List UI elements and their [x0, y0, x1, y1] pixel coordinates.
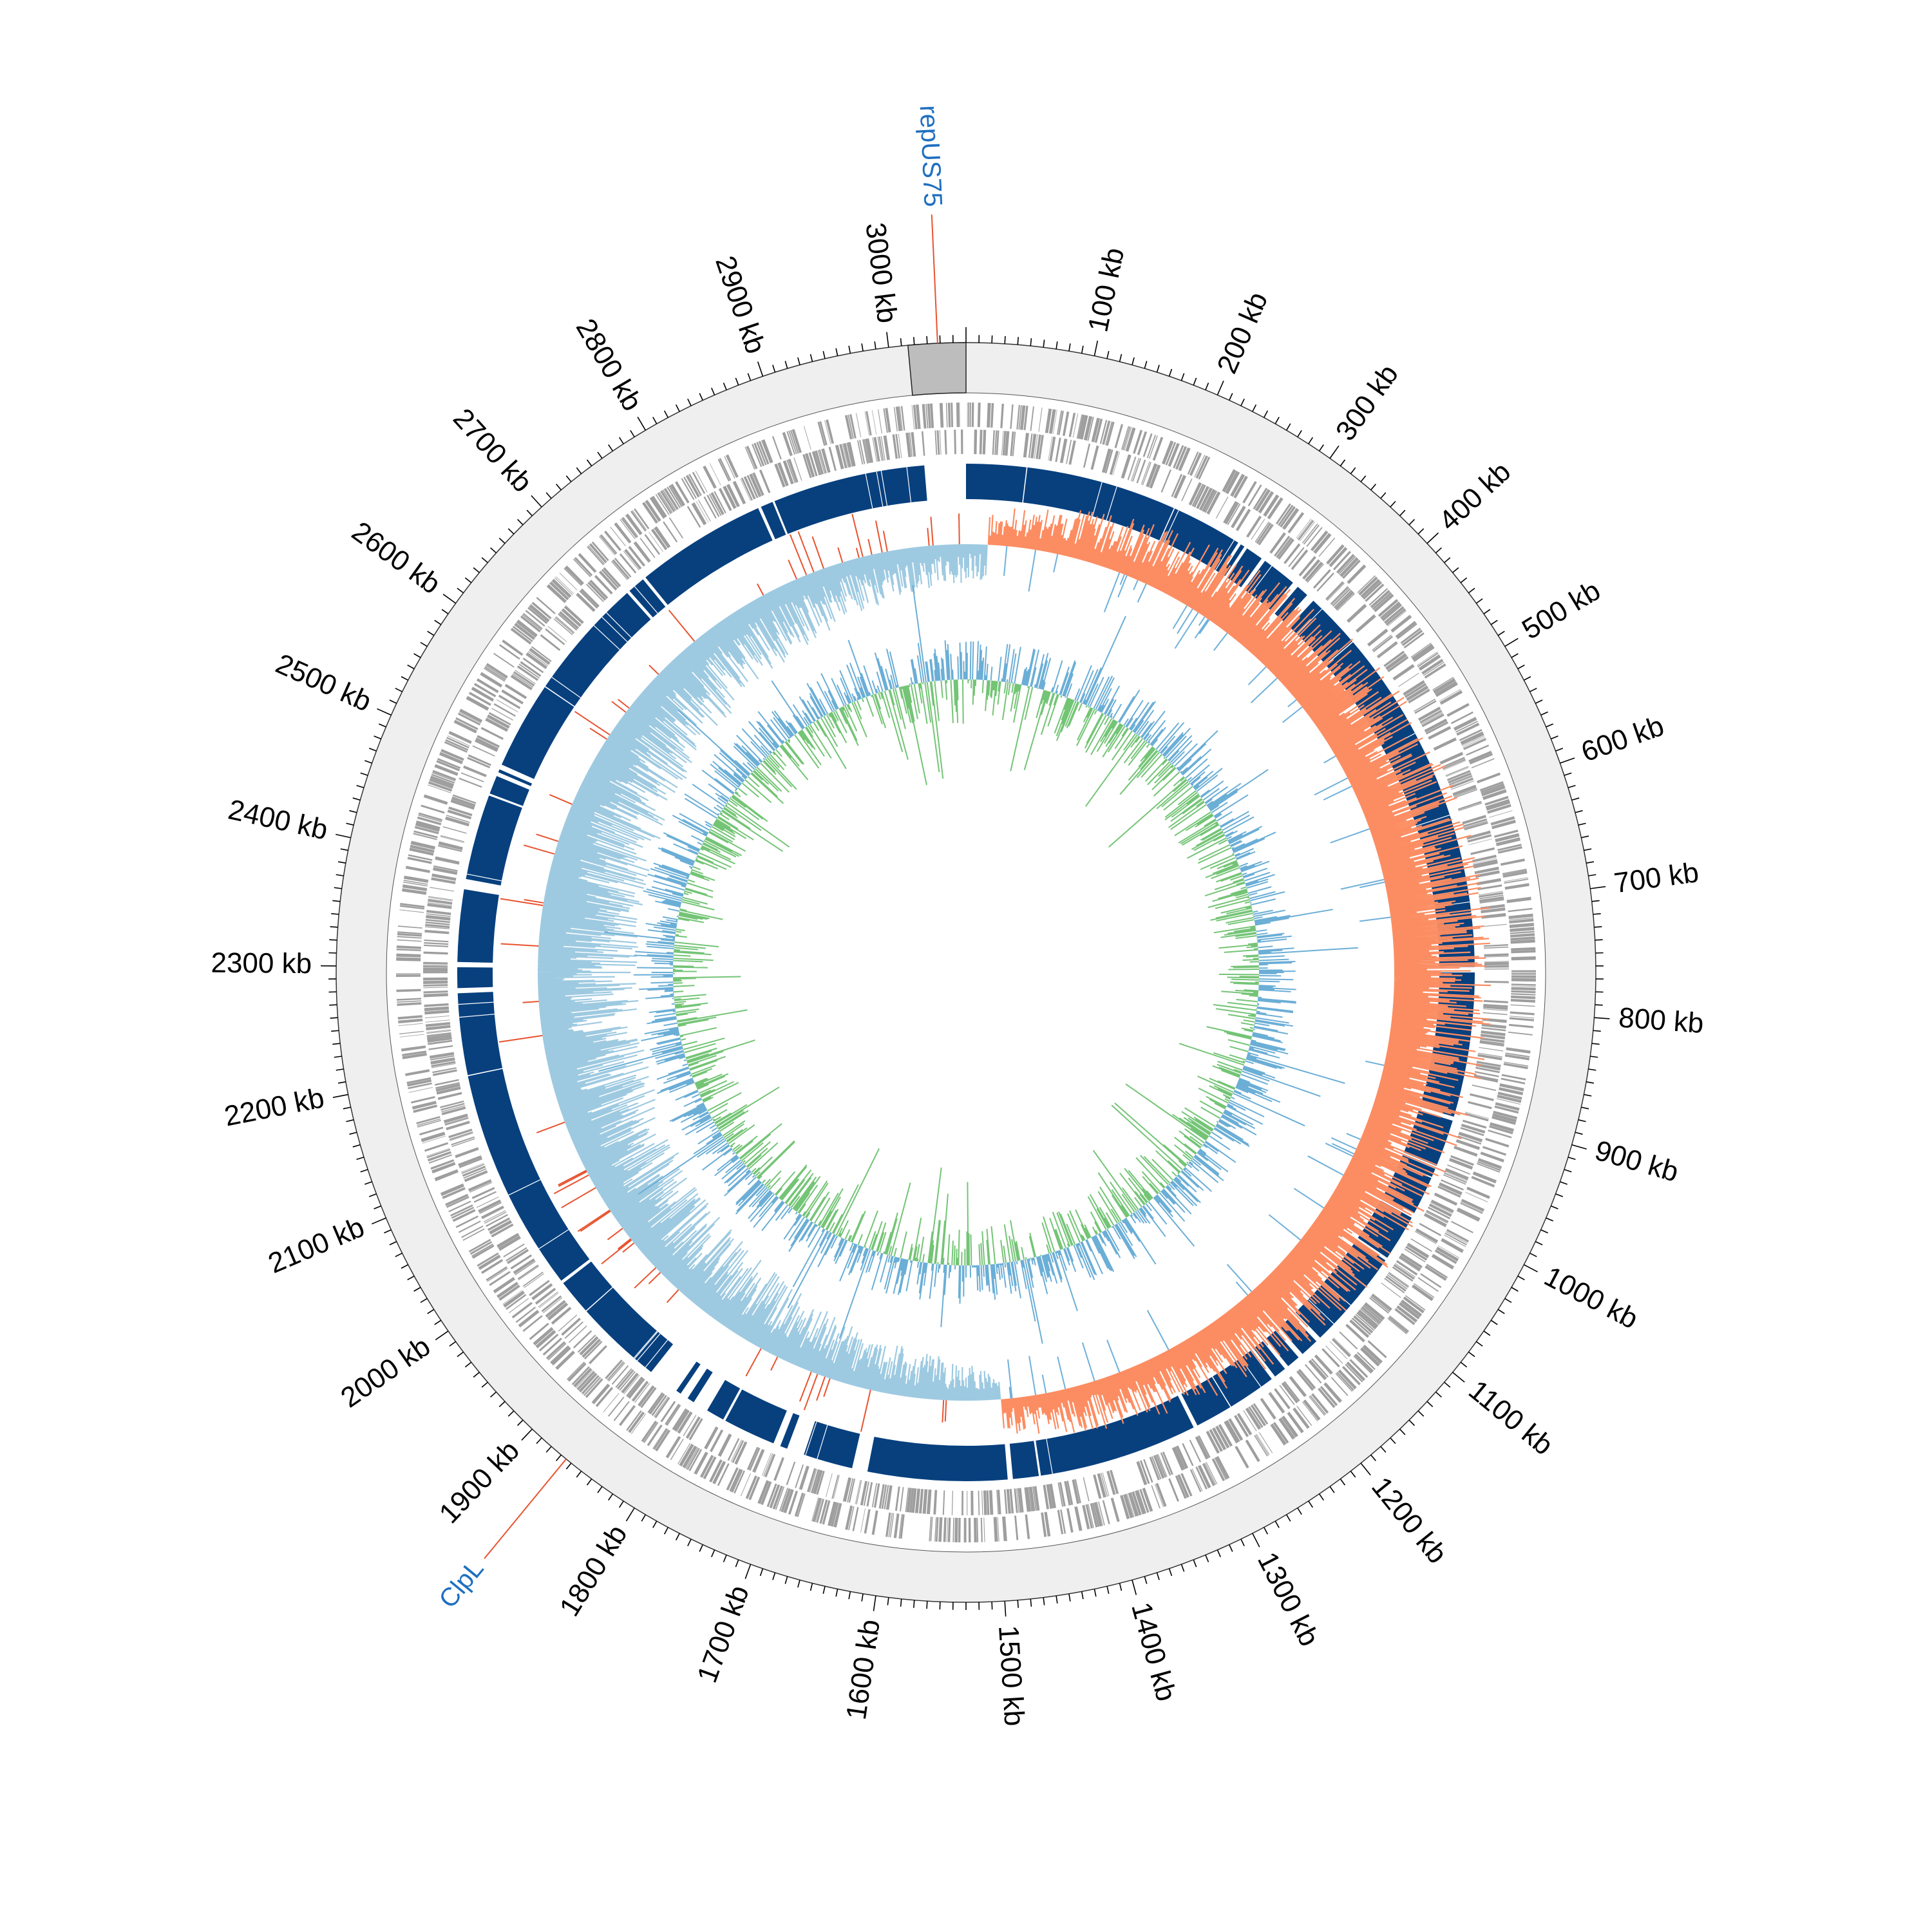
- homology-block: [1213, 1350, 1272, 1407]
- homology-block: [501, 687, 574, 779]
- highlight-region-box: [907, 342, 967, 396]
- tick-label: 1900 kb: [433, 1435, 526, 1530]
- homology-block: [498, 769, 533, 786]
- homology-block: [707, 1379, 741, 1420]
- tick-label: 300 kb: [1330, 359, 1405, 446]
- homology-block: [457, 967, 493, 989]
- tick-label: 800 kb: [1618, 1002, 1705, 1039]
- tick-label: 2200 kb: [222, 1082, 327, 1132]
- tick-label: 200 kb: [1211, 287, 1274, 378]
- homology-block: [466, 795, 522, 886]
- homology-block: [1244, 560, 1293, 610]
- tick-label: 600 kb: [1577, 710, 1668, 768]
- tick-label: 2500 kb: [271, 648, 376, 718]
- homology-block: [774, 465, 927, 535]
- tick-label: 1400 kb: [1125, 1599, 1182, 1705]
- homology-block: [780, 1413, 800, 1449]
- tick-label: 2600 kb: [346, 516, 446, 600]
- gc-content-outer: [598, 585, 1358, 1344]
- gc-skew-spikes-negative: [1003, 545, 1391, 1399]
- tick-label: 2700 kb: [447, 402, 538, 498]
- gene-annotation-label: ClpL: [433, 1555, 489, 1613]
- tick-label: 1100 kb: [1463, 1374, 1559, 1461]
- homology-block: [586, 1287, 674, 1372]
- tick-label: 100 kb: [1082, 245, 1130, 334]
- kb-scale-ticks: [321, 327, 1610, 1617]
- homology-block: [1289, 600, 1352, 665]
- tick-label: 400 kb: [1433, 456, 1517, 537]
- tick-label: 700 kb: [1612, 857, 1700, 899]
- gc-skew-negative: [537, 544, 1001, 1401]
- homology-block: [867, 1437, 1008, 1482]
- homology-block: [725, 1389, 787, 1444]
- tick-label: 1800 kb: [553, 1519, 633, 1622]
- homology-block: [645, 507, 773, 605]
- homology-block: [1222, 544, 1245, 576]
- homology-block: [966, 464, 1027, 503]
- gc-content-inner: [672, 679, 1259, 1266]
- tick-label: 2000 kb: [335, 1331, 436, 1414]
- homology-block: [1023, 467, 1174, 541]
- homology-block: [629, 579, 666, 618]
- tick-label: 2800 kb: [570, 314, 649, 417]
- tick-marks: [321, 327, 1610, 1617]
- tick-label: 3000 kb: [859, 221, 903, 325]
- gc-skew-spikes-positive: [498, 513, 960, 1432]
- homology-block: [676, 1361, 701, 1394]
- tick-label: 1500 kb: [992, 1624, 1030, 1727]
- homology-block: [1036, 1396, 1194, 1476]
- homology-block: [489, 776, 529, 806]
- homology-block: [804, 1421, 860, 1468]
- tick-label: 2100 kb: [263, 1211, 368, 1280]
- tick-label: 900 kb: [1591, 1135, 1681, 1188]
- annotation-line: [931, 214, 938, 344]
- gc-skew-positive: [987, 508, 1492, 1434]
- gc-content-track: [598, 585, 1358, 1344]
- tick-label: 2300 kb: [211, 947, 312, 980]
- gene-annotation-label: repUS75: [914, 104, 947, 207]
- tick-label: 2900 kb: [709, 252, 772, 357]
- homology-block: [1009, 1441, 1039, 1479]
- tick-label: 1200 kb: [1365, 1471, 1453, 1569]
- tick-label: 1700 kb: [691, 1581, 755, 1687]
- gc-skew-track: [498, 508, 1492, 1434]
- tick-label: 2400 kb: [225, 793, 330, 846]
- tick-label: 1600 kb: [840, 1618, 886, 1722]
- homology-block: [545, 592, 651, 706]
- homology-block: [563, 1261, 612, 1311]
- homology-block: [457, 889, 499, 963]
- homology-block-track: [457, 464, 1475, 1482]
- homology-block: [468, 1068, 590, 1281]
- annotation-line: [484, 1458, 567, 1559]
- tick-label: 500 kb: [1517, 574, 1605, 645]
- tick-label: 1300 kb: [1251, 1547, 1325, 1651]
- homology-block: [761, 502, 786, 540]
- tick-label: 1000 kb: [1539, 1260, 1643, 1335]
- homology-block: [457, 992, 503, 1075]
- homology-block: [687, 1368, 713, 1403]
